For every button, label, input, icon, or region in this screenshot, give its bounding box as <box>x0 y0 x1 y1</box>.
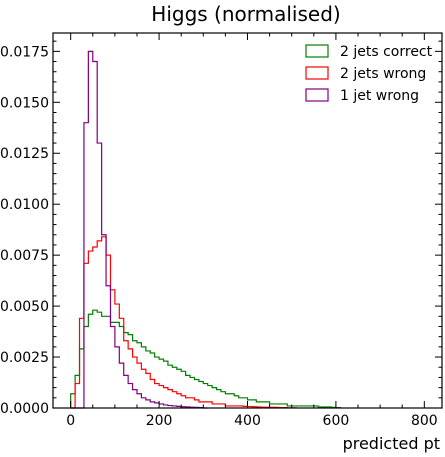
x-tick-label: 0 <box>66 413 75 429</box>
y-tick-label: 0.0075 <box>0 248 49 264</box>
legend-label: 1 jet wrong <box>340 88 419 104</box>
legend: 2 jets correct 2 jets wrong 1 jet wrong <box>305 44 433 104</box>
y-tick-label: 0.0000 <box>0 401 49 417</box>
y-tick-label: 0.0100 <box>0 197 49 213</box>
y-tick-label: 0.0150 <box>0 95 49 111</box>
y-tick-label: 0.0025 <box>0 350 49 366</box>
ticks-layer: 0 200 400 600 800 0.0000 0.0025 0.0050 0.0075 0.0… <box>0 33 442 429</box>
series-line-1 <box>70 236 297 409</box>
y-tick-label: 0.0050 <box>0 299 49 315</box>
series-layer <box>70 50 341 409</box>
series-line-2 <box>70 50 208 409</box>
x-axis-label: predicted pt <box>343 434 440 453</box>
legend-swatch <box>305 88 329 102</box>
legend-swatch <box>305 44 329 58</box>
legend-label: 2 jets correct <box>340 44 433 60</box>
chart-title: Higgs (normalised) <box>151 2 340 26</box>
x-tick-label: 800 <box>411 413 438 429</box>
x-tick-label: 400 <box>234 413 261 429</box>
y-tick-label: 0.0125 <box>0 146 49 162</box>
y-tick-label: 0.0175 <box>0 44 49 60</box>
x-tick-label: 600 <box>323 413 350 429</box>
legend-swatch <box>305 66 329 80</box>
x-tick-label: 200 <box>146 413 173 429</box>
series-line-0 <box>70 309 341 409</box>
legend-label: 2 jets wrong <box>340 66 426 82</box>
